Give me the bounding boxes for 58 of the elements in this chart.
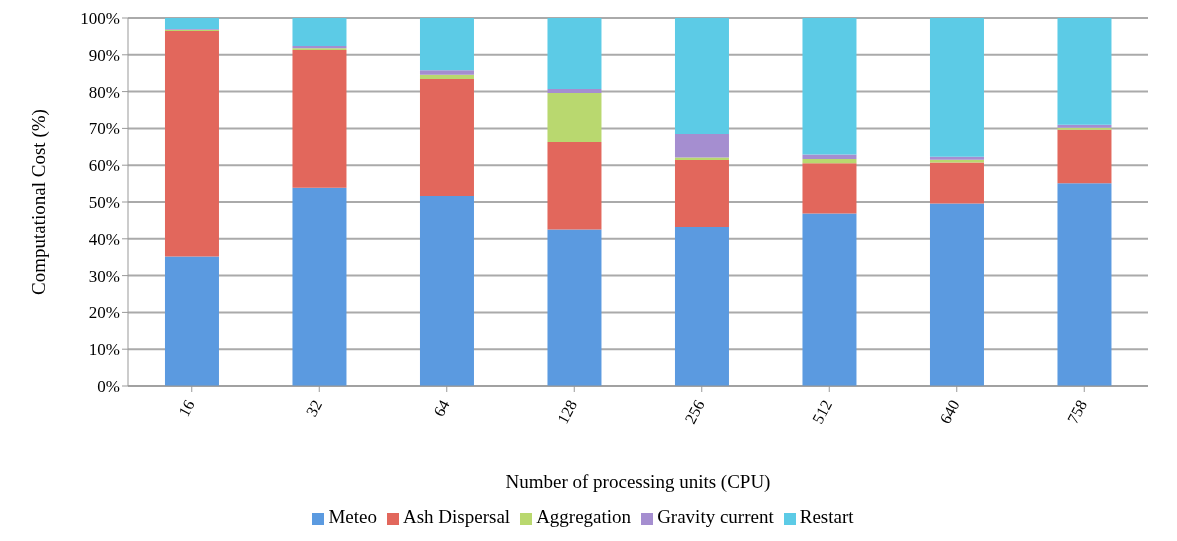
bar [547,18,602,90]
x-axis-title: Number of processing units (CPU) [505,471,771,493]
x-tick-label: 64 [430,397,453,420]
y-tick-label: 60% [88,156,120,176]
legend-label: Aggregation [536,506,632,527]
x-tick-label: 256 [681,397,708,427]
bar [164,256,219,386]
bar [802,154,857,159]
y-tick-label: 90% [88,45,120,65]
bar [547,93,602,143]
y-tick-label: 10% [88,340,120,360]
bar [419,79,474,197]
bar [929,18,984,157]
bar [292,187,347,386]
bar [802,213,857,386]
bar [547,89,602,94]
x-tick-label: 758 [1063,397,1091,427]
bar [419,70,474,75]
bar [292,18,347,46]
x-tick-label: 128 [553,397,581,427]
legend-label: Restart [799,506,854,527]
bar [802,18,857,155]
bar [547,229,602,386]
x-tick-label: 640 [936,397,963,427]
x-tick-label: 32 [302,397,326,420]
bar [674,157,729,161]
bar [674,227,729,386]
bar [674,160,729,228]
bar [419,74,474,80]
bar [1057,183,1112,386]
bar [929,203,984,386]
y-tick-label: 0% [97,377,120,397]
y-tick-label: 100% [80,9,120,29]
legend-label: Meteo [328,506,377,527]
bar [164,18,219,30]
y-tick-label: 70% [88,119,120,139]
y-tick-label: 80% [88,82,120,102]
bar [802,163,857,214]
legend-label: Gravity current [657,506,774,527]
bar [419,18,474,71]
y-tick-label: 30% [88,266,120,286]
bar [164,30,219,257]
bar [547,142,602,230]
x-tick-label: 16 [175,397,198,420]
legend-label: Ash Dispersal [403,506,511,527]
bar [292,50,347,188]
bar [929,162,984,204]
x-tick-label: 512 [808,397,836,427]
bar [1057,18,1112,125]
y-axis-title: Computational Cost (%) [27,109,50,295]
y-tick-label: 40% [88,229,120,249]
bar [802,158,857,164]
y-tick-label: 20% [88,303,120,323]
bar [419,196,474,386]
bar [674,18,729,134]
bar [674,133,729,158]
y-tick-label: 50% [88,193,120,213]
bar [1057,129,1112,184]
